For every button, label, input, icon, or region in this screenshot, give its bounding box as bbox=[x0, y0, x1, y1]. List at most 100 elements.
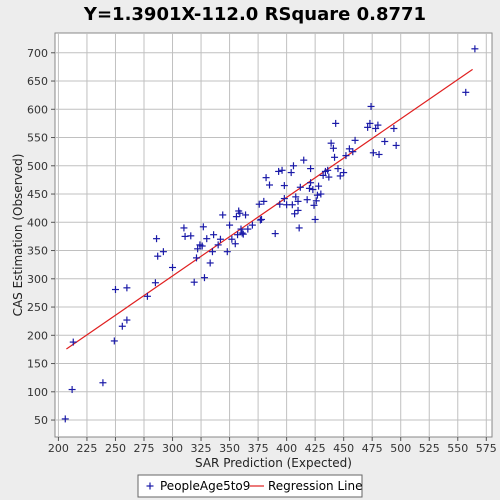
data-point bbox=[266, 181, 274, 189]
data-point bbox=[203, 235, 211, 243]
data-point bbox=[214, 241, 222, 249]
data-point bbox=[258, 215, 266, 223]
data-point bbox=[248, 221, 256, 229]
legend-plus-icon bbox=[146, 482, 154, 490]
data-point bbox=[237, 225, 245, 233]
data-point bbox=[271, 230, 279, 238]
data-point bbox=[242, 211, 250, 219]
data-point bbox=[99, 379, 107, 387]
x-tick-label: 550 bbox=[447, 442, 468, 455]
y-tick-label: 100 bbox=[27, 386, 48, 399]
data-point bbox=[340, 169, 348, 177]
data-point bbox=[366, 119, 374, 127]
data-point bbox=[239, 230, 247, 238]
data-point bbox=[206, 259, 214, 267]
data-point bbox=[154, 252, 162, 260]
data-point bbox=[143, 292, 151, 300]
data-point bbox=[226, 221, 234, 229]
data-point bbox=[280, 182, 288, 190]
legend-label-points: PeopleAge5to9 bbox=[160, 479, 250, 493]
y-tick-label: 500 bbox=[27, 160, 48, 173]
data-point bbox=[210, 231, 218, 239]
data-point bbox=[315, 182, 323, 190]
data-point bbox=[69, 338, 77, 346]
data-point bbox=[287, 169, 295, 177]
data-point bbox=[303, 196, 311, 204]
data-point bbox=[331, 153, 339, 161]
data-point bbox=[192, 254, 200, 262]
data-point bbox=[349, 148, 357, 156]
data-point bbox=[324, 166, 332, 174]
data-point bbox=[219, 211, 227, 219]
x-axis-title: SAR Prediction (Expected) bbox=[195, 456, 352, 470]
data-point bbox=[198, 242, 206, 250]
data-point bbox=[462, 88, 470, 96]
y-tick-label: 650 bbox=[27, 75, 48, 88]
data-point bbox=[342, 152, 350, 160]
data-point bbox=[255, 200, 263, 208]
data-point bbox=[294, 206, 302, 214]
data-point bbox=[325, 173, 333, 181]
data-point bbox=[289, 162, 297, 170]
data-point bbox=[307, 179, 315, 187]
data-point bbox=[275, 167, 283, 175]
data-point bbox=[332, 119, 340, 127]
data-point bbox=[334, 165, 342, 173]
x-tick-label: 200 bbox=[48, 442, 69, 455]
regression-line bbox=[66, 68, 473, 350]
data-point bbox=[329, 144, 337, 152]
x-tick-label: 475 bbox=[362, 442, 383, 455]
data-point bbox=[288, 201, 296, 209]
data-point bbox=[369, 149, 377, 157]
x-tick-label: 300 bbox=[162, 442, 183, 455]
y-tick-label: 400 bbox=[27, 216, 48, 229]
data-point bbox=[296, 183, 304, 191]
data-point bbox=[180, 224, 188, 232]
data-point bbox=[310, 201, 318, 209]
data-point bbox=[244, 225, 252, 233]
data-point bbox=[305, 184, 313, 192]
y-tick-label: 50 bbox=[34, 414, 48, 427]
data-point bbox=[392, 141, 400, 149]
data-point bbox=[313, 191, 321, 199]
data-point bbox=[228, 235, 236, 243]
y-tick-label: 300 bbox=[27, 273, 48, 286]
data-point bbox=[153, 235, 161, 243]
data-point bbox=[231, 240, 239, 248]
data-point bbox=[169, 263, 177, 271]
data-point bbox=[262, 174, 270, 182]
data-point bbox=[159, 248, 167, 256]
data-point bbox=[280, 195, 288, 203]
data-point bbox=[312, 197, 320, 205]
data-point bbox=[300, 156, 308, 164]
data-point bbox=[200, 274, 208, 282]
chart-title: Y=1.3901X-112.0 RSquare 0.8771 bbox=[83, 4, 426, 25]
data-point bbox=[260, 197, 268, 205]
y-axis-title: CAS Estimation (Observed) bbox=[11, 154, 25, 317]
y-tick-label: 550 bbox=[27, 132, 48, 145]
data-point bbox=[278, 166, 286, 174]
data-point bbox=[336, 172, 344, 180]
x-tick-label: 325 bbox=[191, 442, 212, 455]
data-point bbox=[151, 279, 159, 287]
data-point bbox=[68, 386, 76, 394]
data-point bbox=[294, 197, 302, 205]
data-point bbox=[223, 248, 231, 256]
data-point bbox=[276, 200, 284, 208]
y-tick-label: 200 bbox=[27, 329, 48, 342]
plot-area bbox=[54, 32, 493, 438]
x-tick-label: 575 bbox=[476, 442, 497, 455]
y-tick-label: 350 bbox=[27, 245, 48, 258]
data-point bbox=[292, 193, 300, 201]
y-tick-label: 250 bbox=[27, 301, 48, 314]
data-point bbox=[110, 337, 118, 345]
data-point bbox=[390, 124, 398, 132]
data-point bbox=[208, 248, 216, 256]
data-point bbox=[381, 137, 389, 145]
data-point bbox=[216, 235, 224, 243]
x-tick-label: 425 bbox=[305, 442, 326, 455]
data-point bbox=[194, 245, 202, 253]
data-point bbox=[111, 286, 119, 294]
data-point bbox=[375, 150, 383, 158]
